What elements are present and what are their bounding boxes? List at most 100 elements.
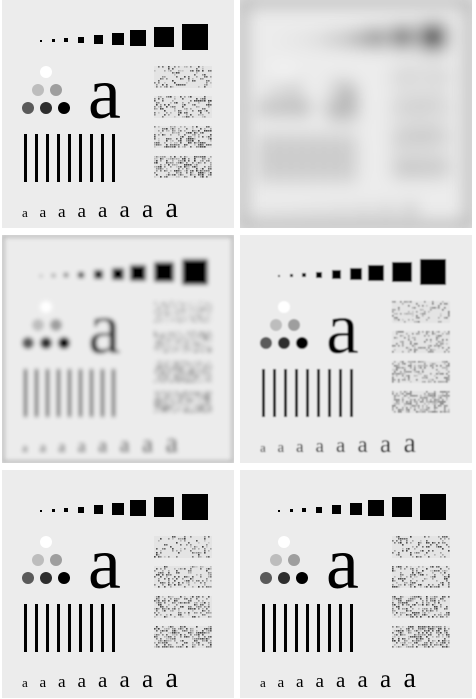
bar-1: [35, 369, 38, 417]
circle-0: [40, 301, 52, 313]
bar-6: [328, 134, 331, 182]
square-3: [316, 507, 322, 513]
bar-8: [112, 134, 115, 182]
circle-3: [22, 572, 34, 584]
small-glyph-5: a: [120, 432, 130, 457]
circle-5: [296, 102, 308, 114]
circle-2: [50, 84, 62, 96]
small-glyph-2: a: [58, 437, 66, 456]
small-glyph-6: a: [142, 196, 153, 223]
circle-5: [58, 572, 70, 584]
bar-5: [317, 369, 320, 417]
bar-7: [339, 604, 342, 652]
bar-4: [68, 604, 71, 652]
small-glyph-1: a: [278, 440, 285, 456]
small-glyph-7: a: [166, 193, 179, 224]
bar-0: [262, 604, 265, 652]
bar-5: [79, 134, 82, 182]
square-8: [182, 494, 208, 520]
large-glyph: a: [88, 523, 121, 605]
large-glyph: a: [88, 288, 121, 370]
square-4: [332, 270, 341, 279]
square-3: [316, 272, 322, 278]
small-glyph-7: a: [166, 428, 179, 459]
noise-block-0: [392, 301, 450, 323]
small-glyph-2: a: [296, 202, 304, 221]
bar-3: [295, 134, 298, 182]
square-8: [420, 259, 446, 285]
bar-0: [262, 369, 265, 417]
small-glyph-4: a: [336, 668, 346, 692]
small-glyph-1: a: [40, 440, 47, 456]
circle-5: [58, 102, 70, 114]
small-glyph-1: a: [40, 675, 47, 691]
circle-0: [40, 66, 52, 78]
bar-6: [328, 604, 331, 652]
square-3: [78, 507, 84, 513]
square-1: [290, 509, 293, 512]
circle-5: [296, 337, 308, 349]
square-1: [52, 509, 55, 512]
square-0: [278, 510, 280, 512]
bar-6: [328, 369, 331, 417]
circle-4: [40, 572, 52, 584]
bar-3: [295, 369, 298, 417]
circle-1: [270, 84, 282, 96]
edge-shading: [2, 235, 234, 463]
circle-0: [278, 301, 290, 313]
circle-1: [32, 319, 44, 331]
square-5: [112, 268, 124, 280]
bar-0: [24, 369, 27, 417]
square-1: [290, 274, 293, 277]
square-6: [368, 265, 384, 281]
small-glyph-3: a: [316, 201, 325, 222]
bar-3: [57, 604, 60, 652]
circle-3: [260, 102, 272, 114]
circle-2: [288, 84, 300, 96]
test-pattern: aa a a a a a a a: [240, 235, 472, 463]
circle-2: [288, 554, 300, 566]
square-8: [420, 24, 446, 50]
small-glyph-2: a: [296, 437, 304, 456]
small-glyph-3: a: [78, 201, 87, 222]
square-7: [392, 27, 412, 47]
small-glyph-6: a: [380, 666, 391, 693]
square-1: [290, 39, 293, 42]
square-0: [40, 40, 42, 42]
circle-2: [50, 554, 62, 566]
small-glyph-6: a: [380, 196, 391, 223]
square-3: [78, 272, 84, 278]
bar-1: [35, 604, 38, 652]
bar-4: [306, 134, 309, 182]
bar-8: [112, 604, 115, 652]
square-4: [332, 505, 341, 514]
bar-1: [273, 134, 276, 182]
square-8: [420, 494, 446, 520]
bar-6: [90, 604, 93, 652]
bar-8: [112, 369, 115, 417]
square-0: [40, 510, 42, 512]
small-glyph-5: a: [120, 667, 130, 692]
small-glyph-0: a: [22, 675, 28, 690]
circle-1: [32, 554, 44, 566]
bar-2: [46, 604, 49, 652]
square-0: [278, 40, 280, 42]
circle-4: [278, 337, 290, 349]
small-glyph-1: a: [278, 205, 285, 221]
circle-5: [296, 572, 308, 584]
circle-0: [278, 536, 290, 548]
square-4: [332, 35, 341, 44]
square-5: [112, 33, 124, 45]
bar-2: [284, 604, 287, 652]
small-glyph-0: a: [260, 440, 266, 455]
small-glyph-4: a: [336, 198, 346, 222]
bar-3: [57, 369, 60, 417]
bar-4: [68, 134, 71, 182]
circle-0: [40, 536, 52, 548]
small-glyph-6: a: [142, 431, 153, 458]
noise-block-1: [392, 96, 450, 118]
